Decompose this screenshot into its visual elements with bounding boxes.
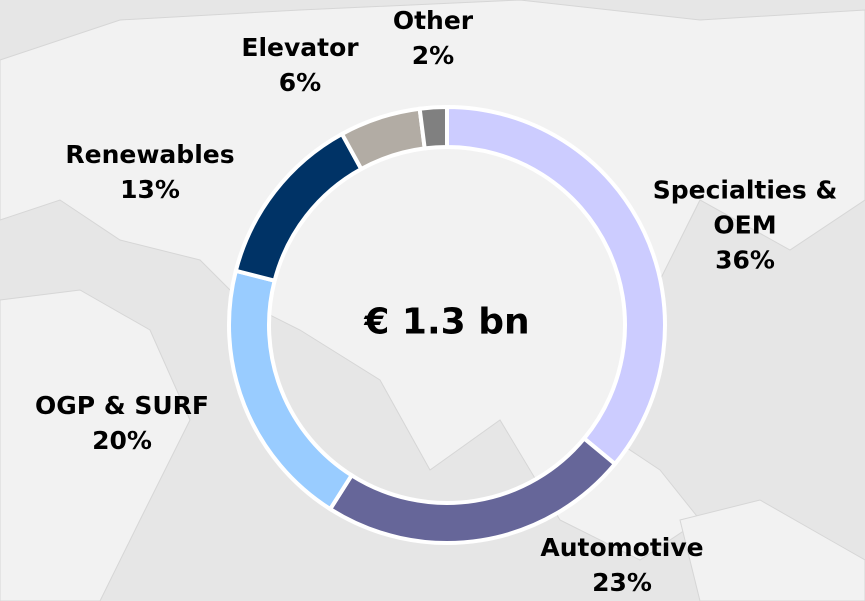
value-label: 13% [120,175,180,204]
donut-segment [417,104,449,151]
value-label: 20% [92,426,152,455]
segment-label: Renewables 13% [30,137,270,207]
category-label: Automotive [540,533,704,562]
land [0,289,191,601]
category-label: Renewables [65,140,235,169]
value-label: 6% [278,68,322,97]
segment-label: Specialties & OEM 36% [645,173,845,278]
segment-label: OGP & SURF 20% [2,388,242,458]
category-label: Specialties & OEM [652,175,838,240]
category-label: Elevator [241,33,359,62]
donut-segment [327,435,618,545]
segment-label: Elevator 6% [200,30,400,100]
value-label: 23% [592,568,652,597]
category-label: OGP & SURF [35,391,209,420]
segment-label: Automotive 23% [502,530,742,600]
value-label: 2% [411,41,455,70]
donut [227,104,667,545]
center-label: € 1.3 bn [364,301,530,343]
land [679,499,865,601]
category-label: Other [392,6,474,35]
value-label: 36% [715,245,775,275]
segment-label: Other 2% [373,3,493,73]
